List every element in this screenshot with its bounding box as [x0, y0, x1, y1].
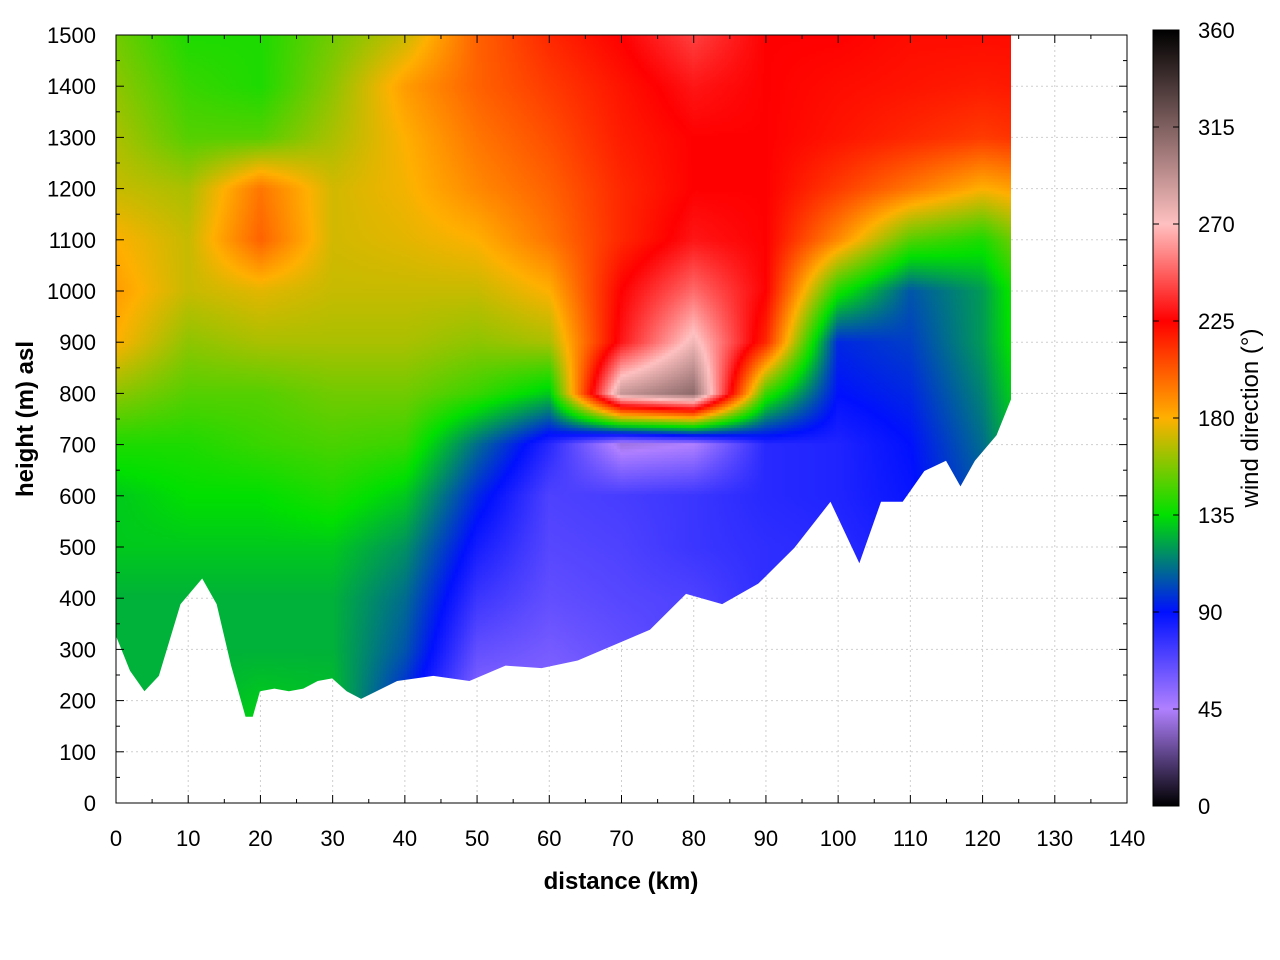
axis-ticks [115, 34, 1128, 804]
colorbar-tick-label: 45 [1198, 697, 1222, 722]
x-tick-label: 120 [964, 826, 1001, 851]
y-tick-label: 1200 [47, 177, 96, 202]
colorbar-tick-label: 315 [1198, 115, 1235, 140]
x-tick-label: 140 [1109, 826, 1146, 851]
x-tick-label: 60 [537, 826, 561, 851]
colorbar-tick-label: 225 [1198, 309, 1235, 334]
x-tick-label: 100 [820, 826, 857, 851]
x-tick-label: 40 [393, 826, 417, 851]
x-tick-label: 30 [320, 826, 344, 851]
y-axis-tick-labels: 0 100 200 300 400 500 600 700 800 900 1000 1100 1200… [47, 23, 96, 816]
x-tick-label: 110 [893, 826, 928, 851]
y-tick-label: 100 [59, 740, 96, 765]
y-axis-label: height (m) asl [12, 341, 39, 497]
x-tick-label: 80 [681, 826, 705, 851]
colorbar-tick-label: 360 [1198, 18, 1235, 43]
x-tick-label: 70 [609, 826, 633, 851]
colorbar-tick-label: 90 [1198, 600, 1222, 625]
colorbar-tick-label: 180 [1198, 406, 1235, 431]
colorbar-tick-label: 0 [1198, 794, 1210, 819]
x-tick-label: 0 [110, 826, 122, 851]
y-tick-label: 900 [59, 330, 96, 355]
colorbar-tick-label: 270 [1198, 212, 1235, 237]
x-axis-tick-labels: 0 10 20 30 40 50 60 70 80 90 100 110 120 130 140 [110, 826, 1145, 851]
y-tick-label: 0 [84, 791, 96, 816]
y-tick-label: 1000 [47, 279, 96, 304]
x-axis-label: distance (km) [544, 868, 699, 895]
y-tick-label: 1400 [47, 74, 96, 99]
y-tick-label: 700 [59, 433, 96, 458]
x-tick-label: 20 [248, 826, 272, 851]
colorbar-ticks [1153, 29, 1179, 807]
y-tick-label: 400 [59, 586, 96, 611]
y-tick-label: 600 [59, 484, 96, 509]
x-tick-label: 10 [176, 826, 200, 851]
colorbar-label: wind direction (°) [1237, 329, 1264, 509]
x-tick-label: 130 [1036, 826, 1073, 851]
x-tick-label: 50 [465, 826, 489, 851]
y-tick-label: 1100 [49, 228, 96, 253]
y-tick-label: 1300 [47, 125, 96, 150]
y-tick-label: 500 [59, 535, 96, 560]
y-tick-label: 300 [59, 637, 96, 662]
colorbar-tick-label: 135 [1198, 503, 1235, 528]
y-tick-label: 200 [59, 689, 96, 714]
y-tick-label: 1500 [47, 23, 96, 48]
x-tick-label: 90 [754, 826, 778, 851]
colorbar-tick-labels: 0 45 90 135 180 225 270 315 360 [1198, 18, 1235, 819]
heatmap-field [116, 35, 1011, 717]
y-tick-label: 800 [59, 381, 96, 406]
